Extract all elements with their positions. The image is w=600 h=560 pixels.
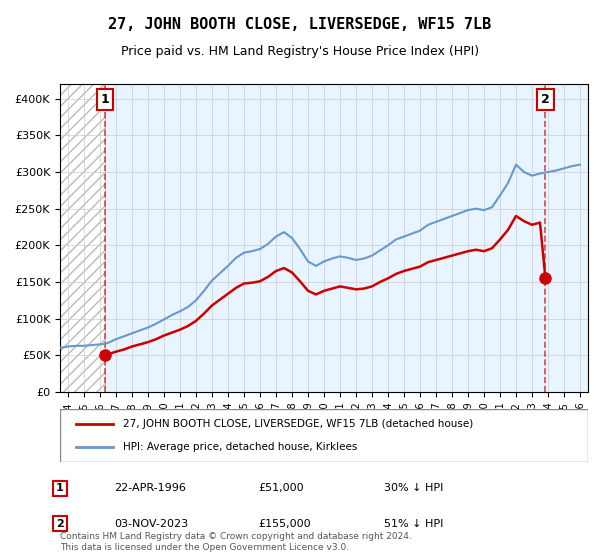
Text: 51% ↓ HPI: 51% ↓ HPI — [384, 519, 443, 529]
Bar — [60, 84, 105, 392]
Bar — [60, 84, 105, 392]
Text: HPI: Average price, detached house, Kirklees: HPI: Average price, detached house, Kirk… — [124, 442, 358, 452]
Text: 27, JOHN BOOTH CLOSE, LIVERSEDGE, WF15 7LB (detached house): 27, JOHN BOOTH CLOSE, LIVERSEDGE, WF15 7… — [124, 419, 473, 429]
Text: 27, JOHN BOOTH CLOSE, LIVERSEDGE, WF15 7LB: 27, JOHN BOOTH CLOSE, LIVERSEDGE, WF15 7… — [109, 17, 491, 32]
Text: Contains HM Land Registry data © Crown copyright and database right 2024.
This d: Contains HM Land Registry data © Crown c… — [60, 532, 412, 552]
Text: 03-NOV-2023: 03-NOV-2023 — [114, 519, 188, 529]
Text: £155,000: £155,000 — [258, 519, 311, 529]
Text: 22-APR-1996: 22-APR-1996 — [114, 483, 186, 493]
Text: 1: 1 — [56, 483, 64, 493]
FancyBboxPatch shape — [60, 409, 588, 462]
Text: 1: 1 — [101, 93, 109, 106]
Text: Price paid vs. HM Land Registry's House Price Index (HPI): Price paid vs. HM Land Registry's House … — [121, 45, 479, 58]
Bar — [60, 84, 105, 392]
Text: £51,000: £51,000 — [258, 483, 304, 493]
Text: 30% ↓ HPI: 30% ↓ HPI — [384, 483, 443, 493]
Text: 2: 2 — [56, 519, 64, 529]
Text: 2: 2 — [541, 93, 550, 106]
